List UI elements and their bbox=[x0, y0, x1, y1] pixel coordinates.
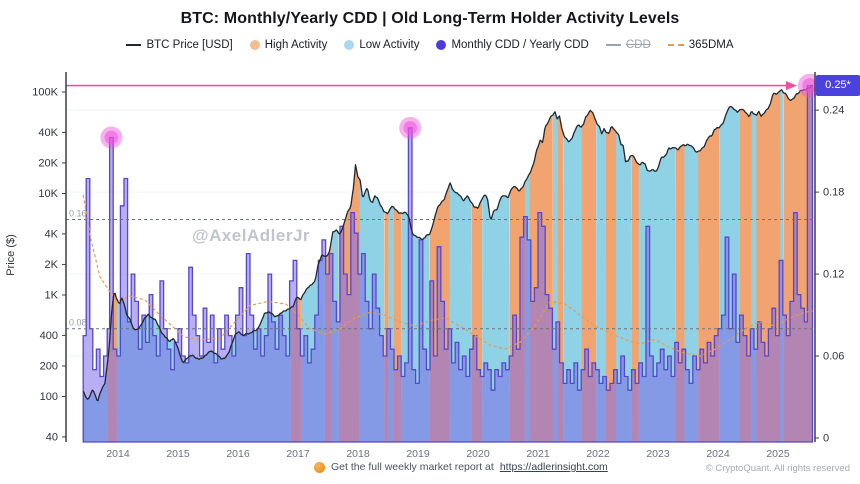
low-activity-legend-icon bbox=[344, 40, 355, 50]
left-axis-tick-label: 100 bbox=[40, 391, 58, 403]
x-axis-year-label: 2020 bbox=[466, 448, 490, 460]
legend-item-label: CDD bbox=[625, 39, 651, 51]
current-value-badge: 0.25* bbox=[816, 75, 860, 96]
left-axis-tick-label: 40K bbox=[38, 127, 58, 139]
left-axis-tick-label: 200 bbox=[40, 360, 58, 372]
legend-item-label: Low Activity bbox=[359, 39, 420, 51]
legend-item-low-activity[interactable]: Low Activity bbox=[344, 39, 419, 51]
right-axis-tick-label: 0.06 bbox=[823, 351, 844, 363]
x-axis-year-label: 2015 bbox=[166, 448, 190, 460]
legend-item-label: High Activity bbox=[264, 39, 328, 51]
right-axis-tick-label: 0 bbox=[823, 433, 829, 445]
orange-dot-icon bbox=[314, 461, 325, 473]
left-axis-tick-label: 4K bbox=[45, 228, 59, 240]
highlight-marker-core bbox=[104, 130, 119, 145]
left-axis-tick-label: 2K bbox=[45, 259, 59, 271]
left-axis-tick-label: 100K bbox=[32, 87, 58, 99]
cdd-legend-icon bbox=[605, 44, 621, 46]
x-axis-year-label: 2017 bbox=[286, 448, 310, 460]
btc-price-line bbox=[82, 84, 813, 402]
legend-item-365dma[interactable]: 365DMA bbox=[667, 39, 734, 51]
monthly-yearly-cdd-legend-icon bbox=[436, 40, 447, 50]
btc-price-legend-icon bbox=[126, 44, 142, 46]
left-axis-tick-label: 40 bbox=[46, 431, 58, 443]
left-axis-tick-label: 20K bbox=[38, 157, 58, 169]
cdd-step-bars bbox=[82, 84, 814, 443]
report-text: Get the full weekly market report at bbox=[331, 461, 494, 473]
right-axis-tick-label: 0.18 bbox=[823, 187, 844, 199]
activity-band-high bbox=[605, 126, 617, 442]
threshold-label: 0.16 bbox=[69, 208, 87, 218]
highlight-marker-core bbox=[403, 121, 418, 135]
threshold-label: 0.08 bbox=[69, 318, 87, 328]
left-axis-tick-label: 1K bbox=[45, 290, 59, 302]
x-axis-year-label: 2022 bbox=[586, 448, 610, 460]
report-callout: Get the full weekly market report at htt… bbox=[314, 461, 608, 473]
legend-item-high-activity[interactable]: High Activity bbox=[249, 39, 328, 51]
legend-item-btc-price[interactable]: BTC Price [USD] bbox=[126, 39, 233, 51]
x-axis-year-label: 2023 bbox=[646, 448, 670, 460]
right-axis-tick-label: 0.24 bbox=[823, 105, 844, 117]
high-activity-legend-icon bbox=[249, 40, 260, 50]
left-axis-tick-label: 400 bbox=[40, 330, 58, 342]
chart-legend: BTC Price [USD] High Activity Low Activity… bbox=[0, 39, 860, 51]
annotation-arrow-icon bbox=[786, 81, 797, 91]
report-link[interactable]: https://adlerinsight.com bbox=[499, 461, 608, 473]
x-axis-year-label: 2021 bbox=[526, 448, 550, 460]
x-axis-year-label: 2025 bbox=[766, 448, 790, 460]
legend-item-label: Monthly CDD / Yearly CDD bbox=[451, 39, 589, 51]
dma-365-line bbox=[82, 194, 813, 357]
right-axis-tick-label: 0.12 bbox=[823, 269, 844, 281]
activity-band-low bbox=[616, 132, 632, 442]
x-axis-year-label: 2014 bbox=[106, 448, 130, 460]
left-axis-tick-label: 10K bbox=[38, 188, 58, 200]
highlight-marker-core bbox=[802, 78, 818, 94]
legend-item-cdd[interactable]: CDD bbox=[605, 39, 651, 51]
page-title: BTC: Monthly/Yearly CDD | Old Long-Term … bbox=[180, 10, 680, 27]
legend-item-monthly-yearly-cdd[interactable]: Monthly CDD / Yearly CDD bbox=[436, 39, 589, 51]
footer: Get the full weekly market report at htt… bbox=[0, 460, 860, 480]
365dma-legend-icon bbox=[667, 44, 684, 46]
legend-item-label: BTC Price [USD] bbox=[146, 39, 233, 51]
copyright-text: © CryptoQuant. All rights reserved bbox=[705, 463, 850, 474]
x-axis-year-label: 2019 bbox=[406, 448, 430, 460]
x-axis-year-label: 2024 bbox=[706, 448, 730, 460]
activity-band-low bbox=[596, 121, 606, 443]
left-axis-title: Price ($) bbox=[5, 234, 17, 276]
x-axis-year-label: 2016 bbox=[226, 448, 250, 460]
legend-item-label: 365DMA bbox=[688, 39, 734, 51]
x-axis-year-label: 2018 bbox=[346, 448, 370, 460]
